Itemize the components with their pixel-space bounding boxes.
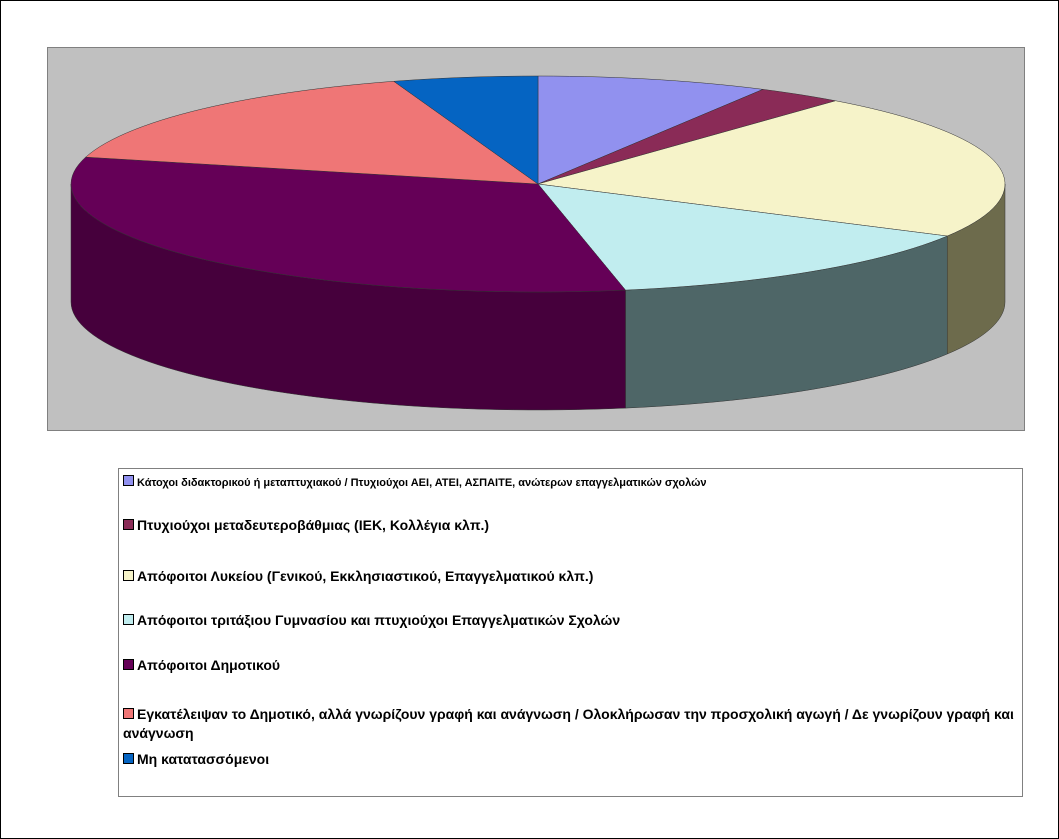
legend-label: Απόφοιτοι Δημοτικού	[137, 657, 281, 673]
legend-entry: Εγκατέλειψαν το Δημοτικό, αλλά γνωρίζουν…	[123, 705, 1018, 743]
slice	[392, 75, 539, 185]
legend-entry: Μη κατατασσόμενοι	[123, 750, 1018, 769]
legend-label: Πτυχιούχοι μεταδευτεροβάθμιας (ΙΕΚ, Κολλ…	[137, 517, 490, 533]
legend-entry: Πτυχιούχοι μεταδευτεροβάθμιας (ΙΕΚ, Κολλ…	[123, 516, 1018, 535]
legend-swatch	[123, 753, 134, 764]
legend-swatch	[123, 708, 134, 719]
slice	[537, 183, 949, 291]
legend-entry: Απόφοιτοι Δημοτικού	[123, 656, 1018, 675]
legend: Κάτοχοι διδακτορικού ή μεταπτυχιακού / Π…	[118, 468, 1023, 797]
legend-swatch	[123, 570, 134, 581]
legend-entry: Κάτοχοι διδακτορικού ή μεταπτυχιακού / Π…	[123, 474, 1018, 493]
legend-entry: Απόφοιτοι τριτάξιου Γυμνασίου και πτυχιο…	[123, 611, 1018, 630]
legend-swatch	[123, 614, 134, 625]
legend-entry: Απόφοιτοι Λυκείου (Γενικού, Εκκλησιαστικ…	[123, 567, 1018, 586]
legend-label: Κάτοχοι διδακτορικού ή μεταπτυχιακού / Π…	[137, 477, 707, 489]
legend-label: Απόφοιτοι τριτάξιου Γυμνασίου και πτυχιο…	[137, 612, 621, 628]
legend-label: Απόφοιτοι Λυκείου (Γενικού, Εκκλησιαστικ…	[137, 568, 594, 584]
legend-label: Εγκατέλειψαν το Δημοτικό, αλλά γνωρίζουν…	[123, 706, 1014, 741]
legend-swatch	[123, 475, 134, 486]
legend-label: Μη κατατασσόμενοι	[137, 751, 270, 767]
slice	[85, 81, 539, 185]
plot-area	[47, 47, 1025, 431]
slice	[537, 75, 764, 185]
legend-swatch	[123, 519, 134, 530]
pie	[70, 75, 1006, 411]
legend-swatch	[123, 659, 134, 670]
slice	[537, 100, 1006, 237]
slice	[537, 89, 836, 185]
slice	[70, 156, 627, 293]
